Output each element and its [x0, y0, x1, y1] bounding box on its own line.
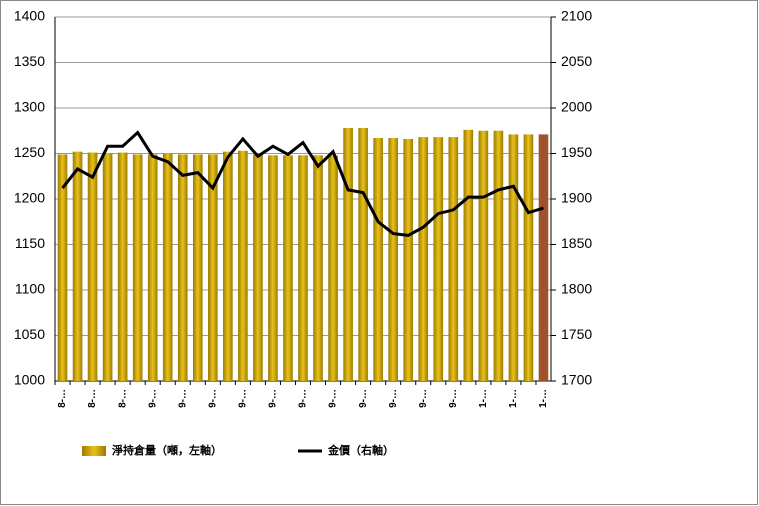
y2-tick-label: 1800 — [561, 281, 592, 297]
x-tick-label: 9-… — [177, 389, 188, 408]
bar — [358, 128, 368, 381]
bar — [223, 151, 233, 381]
x-tick-label: 1-… — [538, 389, 549, 408]
bar — [253, 154, 263, 381]
bar — [343, 128, 353, 381]
y-tick-label: 1300 — [14, 99, 45, 115]
bar — [493, 130, 504, 381]
y-tick-label: 1200 — [14, 190, 45, 206]
bar — [268, 155, 278, 381]
bar — [57, 154, 68, 381]
bar — [403, 138, 414, 381]
y-tick-label: 1350 — [14, 53, 45, 69]
y-tick-label: 1400 — [14, 8, 45, 24]
x-tick-label: 1-… — [478, 389, 489, 408]
line — [61, 130, 544, 237]
bar — [463, 129, 474, 381]
bar — [177, 154, 188, 381]
x-tick-label: 8-… — [87, 389, 98, 408]
y-tick-label: 1250 — [14, 144, 45, 160]
y-tick-label: 1100 — [15, 281, 45, 297]
x-tick-label: 8-… — [57, 389, 68, 408]
x-tick-label: 9-… — [448, 389, 459, 408]
bar — [418, 137, 429, 381]
bar — [508, 134, 519, 381]
bar — [283, 155, 293, 381]
bar — [388, 138, 398, 381]
y-tick-label: 1150 — [15, 235, 45, 251]
bar — [523, 134, 534, 381]
x-tick-label: 9-… — [358, 389, 369, 408]
y2-tick-label: 1950 — [561, 144, 592, 160]
x-tick-label: 9-… — [147, 389, 158, 408]
bar — [208, 154, 218, 381]
bar — [538, 134, 549, 381]
legend-label: 淨持倉量（噸，左軸） — [112, 443, 222, 457]
bar — [373, 138, 383, 381]
bar — [162, 153, 173, 381]
bar — [87, 152, 98, 381]
y-tick-label: 1050 — [14, 326, 45, 342]
y2-tick-label: 2000 — [561, 99, 592, 115]
x-tick-label: 9-… — [328, 389, 339, 408]
y2-tick-label: 2100 — [561, 8, 592, 24]
y2-tick-label: 1900 — [561, 190, 592, 206]
bar — [72, 151, 83, 381]
x-tick-label: 9-… — [388, 389, 399, 408]
bar — [448, 137, 459, 381]
x-tick-label: 9-… — [298, 389, 309, 408]
bar — [192, 154, 203, 381]
bar — [298, 155, 308, 381]
bar — [102, 153, 113, 381]
bar — [132, 154, 143, 381]
x-tick-label: 9-… — [238, 389, 249, 408]
x-tick-label: 9-… — [268, 389, 279, 408]
y2-tick-label: 1700 — [561, 372, 592, 388]
x-tick-label: 1-… — [508, 389, 519, 408]
legend-label: 金價（右軸） — [327, 443, 394, 457]
legend-swatch — [82, 446, 106, 456]
y-tick-label: 1000 — [14, 372, 45, 388]
bar — [117, 152, 128, 381]
bar — [478, 130, 489, 381]
x-tick-label: 9-… — [418, 389, 429, 408]
bar — [313, 155, 323, 381]
bar — [328, 155, 338, 381]
bar — [433, 137, 444, 381]
y2-tick-label: 1750 — [561, 326, 592, 342]
x-tick-label: 8-… — [117, 389, 128, 408]
bar — [147, 154, 158, 381]
y2-tick-label: 1850 — [561, 235, 592, 251]
x-tick-label: 9-… — [207, 389, 218, 408]
bar — [238, 150, 248, 381]
y2-tick-label: 2050 — [561, 53, 592, 69]
